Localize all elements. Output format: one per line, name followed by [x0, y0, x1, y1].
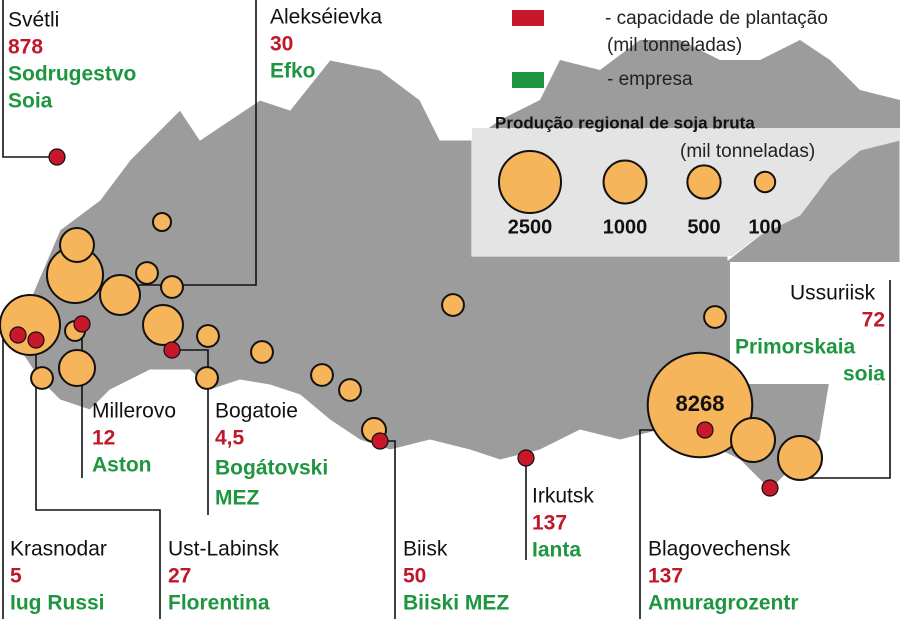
capacity-value: 137: [648, 565, 683, 588]
company-name: Bogátovski: [215, 457, 328, 480]
company-dot: [696, 421, 714, 439]
company-name: Florentina: [168, 592, 270, 615]
company-name: Ianta: [532, 539, 581, 562]
company-dot: [371, 432, 389, 450]
company-dot: [761, 479, 779, 497]
capacity-value: 72: [862, 309, 885, 332]
place-name: Biisk: [403, 538, 448, 561]
legend-capacity: - capacidade de plantação: [605, 8, 828, 29]
region-value: 8268: [676, 391, 725, 416]
place-name: Krasnodar: [10, 538, 107, 561]
legend-size-label: 1000: [603, 216, 648, 238]
region-bubble: [703, 305, 727, 329]
capacity-value: 137: [532, 512, 567, 535]
region-bubble: [776, 434, 824, 482]
capacity-value: 878: [8, 36, 43, 59]
legend-size-label: 500: [687, 216, 720, 238]
capacity-value: 12: [92, 427, 115, 450]
company-dot: [48, 148, 66, 166]
place-name: Irkutsk: [532, 485, 594, 508]
company-dot: [163, 341, 181, 359]
company-dot: [9, 326, 27, 344]
company-name: Soia: [8, 90, 53, 113]
legend-bubble: [753, 170, 777, 194]
legend-company: - empresa: [607, 69, 693, 90]
labels: 2500 1000 500 100 8268 Svétli 878 Sodrugestvo So…: [8, 6, 885, 615]
legend-bubble: [498, 150, 562, 214]
place-name: Alekséievka: [270, 6, 382, 29]
capacity-value: 4,5: [215, 427, 245, 450]
company-name: Efko: [270, 60, 316, 83]
place-name: Millerovo: [92, 400, 176, 423]
company-name: Sodrugestvo: [8, 63, 136, 86]
company-name: Primorskaia: [735, 336, 856, 359]
place-name: Ussuriisk: [790, 282, 876, 305]
company-name: Biiski MEZ: [403, 592, 509, 615]
place-name: Blagovechensk: [648, 538, 791, 561]
legend-capacity-unit: (mil tonneladas): [607, 35, 742, 56]
legend-panel-overlay: [728, 128, 900, 256]
region-bubble: [646, 351, 754, 459]
region-bubble: [142, 304, 184, 346]
company-dots: [9, 148, 779, 497]
capacity-value: 30: [270, 33, 293, 56]
capacity-value: 50: [403, 565, 426, 588]
region-bubble: [135, 261, 159, 285]
company-swatch: [512, 72, 544, 88]
company-name: Iug Russi: [10, 592, 105, 615]
legend-production-unit: (mil tonneladas): [680, 141, 815, 162]
company-name: Aston: [92, 454, 152, 477]
bubbles: [0, 150, 824, 482]
legend-bubble: [686, 164, 722, 200]
region-bubble: [195, 366, 219, 390]
region-bubble: [338, 378, 362, 402]
company-name: MEZ: [215, 487, 260, 510]
company-dot: [27, 331, 45, 349]
legend-size-label: 2500: [508, 216, 553, 238]
region-bubble: [729, 416, 777, 464]
legend-production-title: Produção regional de soja bruta: [495, 113, 755, 132]
place-name: Svétli: [8, 9, 59, 32]
region-bubble: [196, 324, 220, 348]
legend-size-label: 100: [748, 216, 781, 238]
region-bubble: [151, 211, 173, 233]
capacity-value: 27: [168, 565, 191, 588]
company-dot: [517, 449, 535, 467]
capacity-value: 5: [10, 565, 22, 588]
region-bubble: [250, 340, 274, 364]
region-bubble: [441, 293, 465, 317]
region-bubble: [160, 275, 184, 299]
company-name: soia: [843, 363, 885, 386]
region-bubble: [59, 227, 95, 263]
region-bubble: [30, 366, 54, 390]
region-bubble: [99, 274, 141, 316]
legend-bubble: [602, 159, 648, 205]
region-bubble: [58, 349, 96, 387]
label-panel: [730, 262, 900, 384]
company-name: Amuragrozentr: [648, 592, 799, 615]
region-bubble: [310, 363, 334, 387]
company-dot: [73, 315, 91, 333]
place-name: Bogatoie: [215, 400, 298, 423]
capacity-swatch: [512, 10, 544, 26]
place-name: Ust-Labinsk: [168, 538, 279, 561]
